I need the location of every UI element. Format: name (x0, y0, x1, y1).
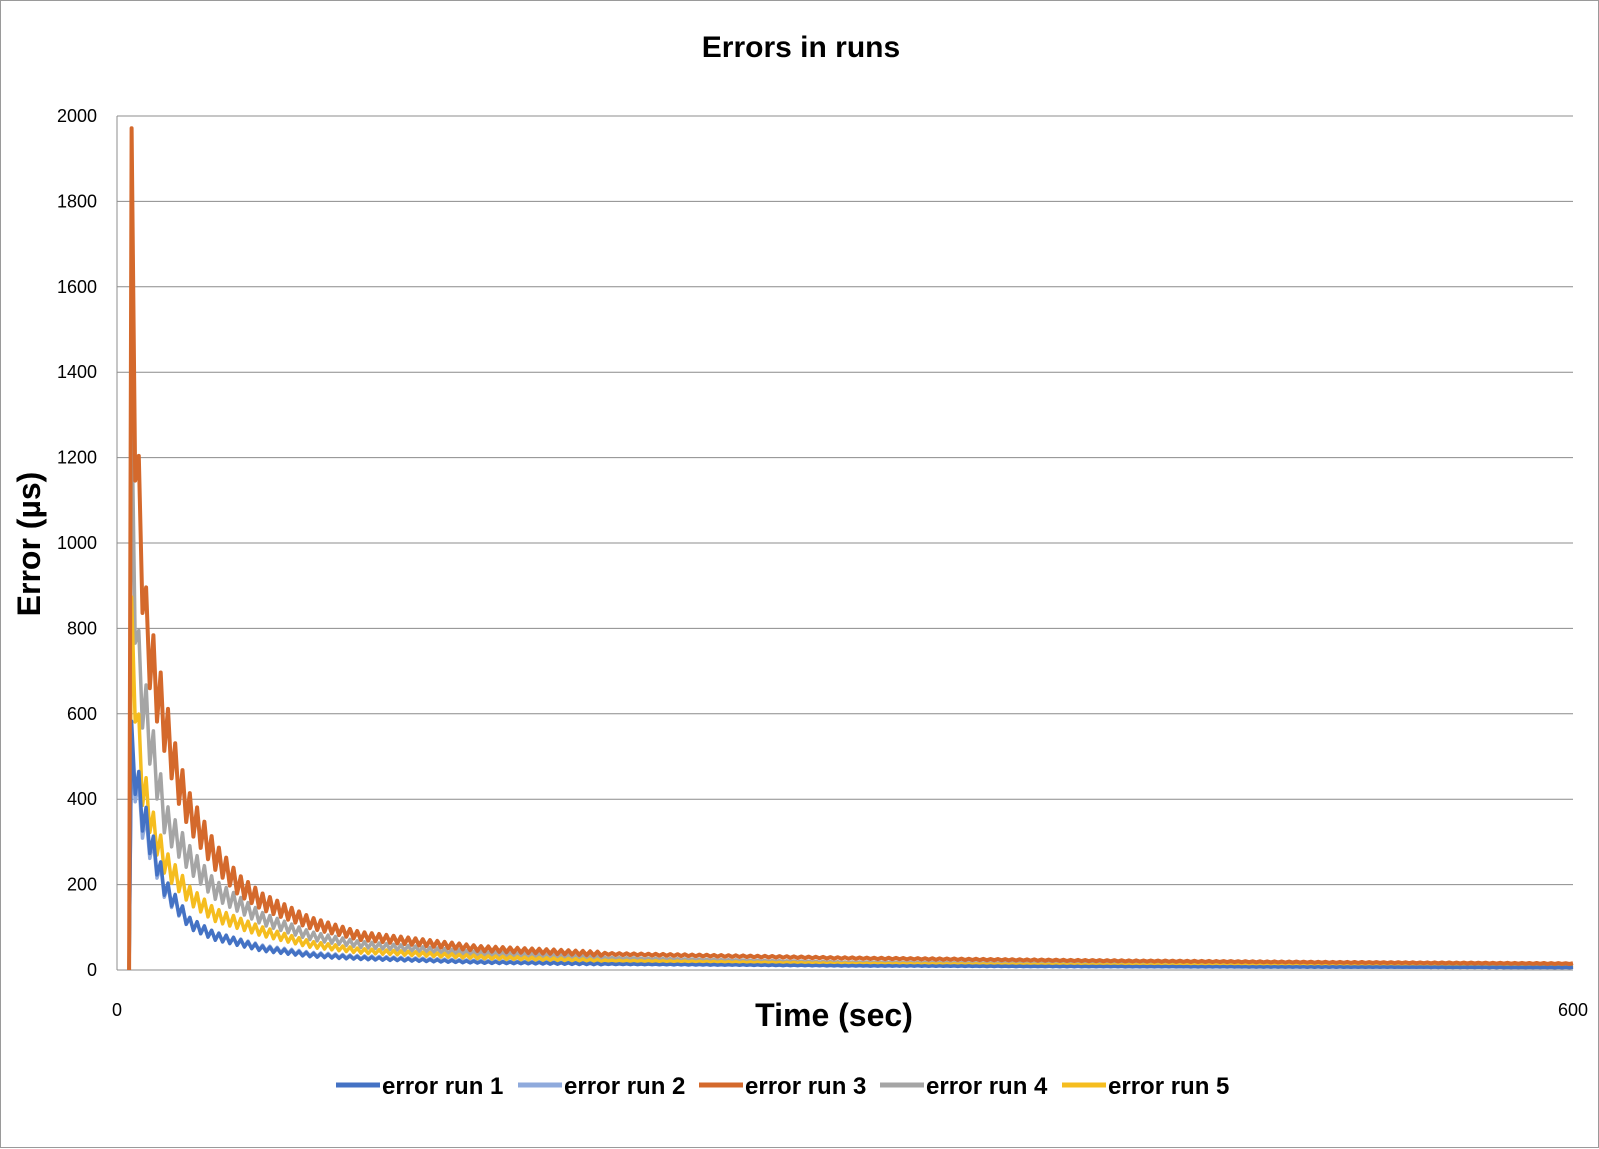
y-tick-1800: 1800 (57, 191, 97, 211)
x-axis-title: Time (sec) (755, 997, 913, 1033)
y-tick-800: 800 (67, 618, 97, 638)
y-tick-1600: 1600 (57, 277, 97, 297)
legend-label-run-5: error run 5 (1108, 1073, 1229, 1100)
legend-label-run-3: error run 3 (745, 1073, 866, 1100)
legend-item-run-4: error run 4 (880, 1073, 1048, 1100)
y-tick-0: 0 (87, 960, 97, 980)
x-tick-600: 600 (1558, 1000, 1588, 1020)
y-tick-600: 600 (67, 704, 97, 724)
legend-item-run-5: error run 5 (1062, 1073, 1229, 1100)
y-tick-2000: 2000 (57, 106, 97, 126)
y-tick-labels: 0 200 400 600 800 1000 1200 1400 1600 1800 2000 (57, 106, 97, 980)
axes (116, 116, 1573, 971)
series-line-run-4 (127, 394, 1574, 971)
y-tick-1000: 1000 (57, 533, 97, 553)
y-tick-400: 400 (67, 789, 97, 809)
legend-label-run-1: error run 1 (382, 1073, 503, 1100)
legend-item-run-1: error run 1 (336, 1073, 503, 1100)
y-tick-200: 200 (67, 875, 97, 895)
chart-title: Errors in runs (702, 31, 900, 64)
x-tick-0: 0 (112, 1000, 122, 1020)
series-line-run-1 (127, 719, 1574, 971)
legend-item-run-2: error run 2 (518, 1073, 685, 1100)
legend-label-run-4: error run 4 (926, 1073, 1048, 1100)
legend-item-run-3: error run 3 (699, 1073, 866, 1100)
y-tick-1200: 1200 (57, 448, 97, 468)
series-line-run-3 (127, 126, 1574, 971)
x-tick-labels: 0 600 (112, 1000, 1588, 1020)
y-axis-title: Error (µs) (11, 472, 47, 617)
series-line-run-5 (127, 595, 1574, 971)
plot-area (127, 126, 1574, 971)
y-tick-1400: 1400 (57, 362, 97, 382)
gridlines (117, 115, 1573, 971)
legend: error run 1 error run 2 error run 3 error r… (336, 1073, 1229, 1100)
legend-label-run-2: error run 2 (564, 1073, 685, 1100)
